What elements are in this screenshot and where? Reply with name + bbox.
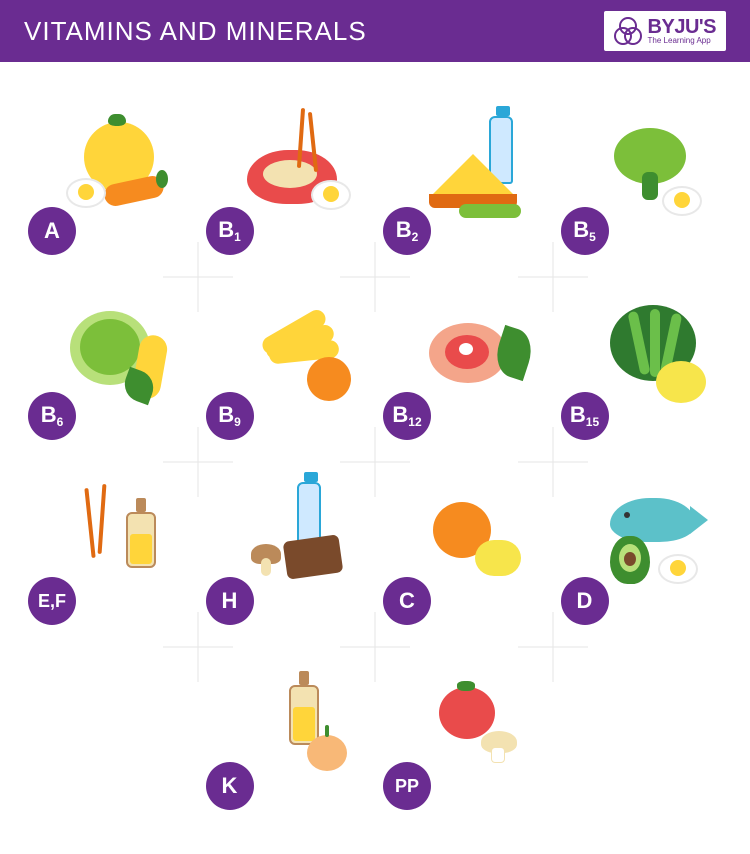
empty-cell — [20, 647, 198, 832]
brand-logo: BYJU'S The Learning App — [604, 11, 726, 51]
vitamin-cell: B1 — [198, 92, 376, 277]
vitamin-label: A — [44, 220, 60, 242]
vitamin-badge: B5 — [561, 207, 609, 255]
vitamin-label-sub: 9 — [234, 415, 241, 429]
vitamin-badge: B9 — [206, 392, 254, 440]
vitamin-label: B1 — [218, 219, 241, 243]
vitamin-label: B9 — [218, 404, 241, 428]
food-illustration-icon — [64, 114, 184, 224]
vitamin-cell: B6 — [20, 277, 198, 462]
food-illustration-icon — [241, 484, 361, 594]
empty-cell — [553, 647, 731, 832]
header-bar: VITAMINS AND MINERALS BYJU'S The Learnin… — [0, 0, 750, 62]
food-illustration-icon — [64, 299, 184, 409]
food-illustration-icon — [419, 484, 539, 594]
vitamin-cell: B5 — [553, 92, 731, 277]
vitamin-label-sub: 6 — [57, 415, 64, 429]
vitamin-label: H — [222, 590, 238, 612]
vitamin-label-sub: 2 — [412, 230, 419, 244]
vitamin-badge: B6 — [28, 392, 76, 440]
logo-text: BYJU'S — [648, 17, 716, 37]
vitamin-cell: B12 — [375, 277, 553, 462]
food-illustration-icon — [596, 484, 716, 594]
vitamin-badge: A — [28, 207, 76, 255]
vitamin-cell: PP — [375, 647, 553, 832]
vitamin-badge: B12 — [383, 392, 431, 440]
food-illustration-icon — [241, 299, 361, 409]
vitamin-cell: B15 — [553, 277, 731, 462]
vitamin-cell: B2 — [375, 92, 553, 277]
vitamin-label-sub: 5 — [589, 230, 596, 244]
food-illustration-icon — [419, 114, 539, 224]
vitamin-cell: A — [20, 92, 198, 277]
vitamin-badge: B2 — [383, 207, 431, 255]
logo-subtext: The Learning App — [648, 37, 716, 45]
vitamin-label: B2 — [396, 219, 419, 243]
vitamin-label: B6 — [41, 404, 64, 428]
vitamin-badge: H — [206, 577, 254, 625]
food-illustration-icon — [419, 299, 539, 409]
vitamin-label-sub: 1 — [234, 230, 241, 244]
food-illustration-icon — [241, 114, 361, 224]
vitamin-badge: E,F — [28, 577, 76, 625]
vitamin-cell: D — [553, 462, 731, 647]
vitamin-cell: B9 — [198, 277, 376, 462]
vitamin-badge: B15 — [561, 392, 609, 440]
vitamin-label: E,F — [38, 592, 66, 610]
vitamin-label: B15 — [570, 404, 599, 428]
food-illustration-icon — [241, 669, 361, 779]
vitamin-cell: K — [198, 647, 376, 832]
vitamin-label: PP — [395, 777, 419, 795]
vitamin-label-sub: 15 — [586, 415, 599, 429]
vitamin-label: K — [222, 775, 238, 797]
vitamin-badge: B1 — [206, 207, 254, 255]
vitamin-cell: E,F — [20, 462, 198, 647]
vitamin-cell: H — [198, 462, 376, 647]
vitamin-label: B5 — [573, 219, 596, 243]
vitamin-badge: PP — [383, 762, 431, 810]
vitamin-badge: K — [206, 762, 254, 810]
food-illustration-icon — [64, 484, 184, 594]
vitamin-label-sub: 12 — [408, 415, 421, 429]
vitamin-badge: D — [561, 577, 609, 625]
vitamin-label: B12 — [392, 404, 421, 428]
page-title: VITAMINS AND MINERALS — [24, 16, 367, 47]
vitamin-label: C — [399, 590, 415, 612]
vitamin-badge: C — [383, 577, 431, 625]
food-illustration-icon — [419, 669, 539, 779]
vitamin-label: D — [577, 590, 593, 612]
vitamin-grid: A B1 B2 B5 B6 B9 B12 — [0, 62, 750, 852]
logo-mark-icon — [614, 17, 642, 45]
food-illustration-icon — [596, 299, 716, 409]
vitamin-cell: C — [375, 462, 553, 647]
food-illustration-icon — [596, 114, 716, 224]
